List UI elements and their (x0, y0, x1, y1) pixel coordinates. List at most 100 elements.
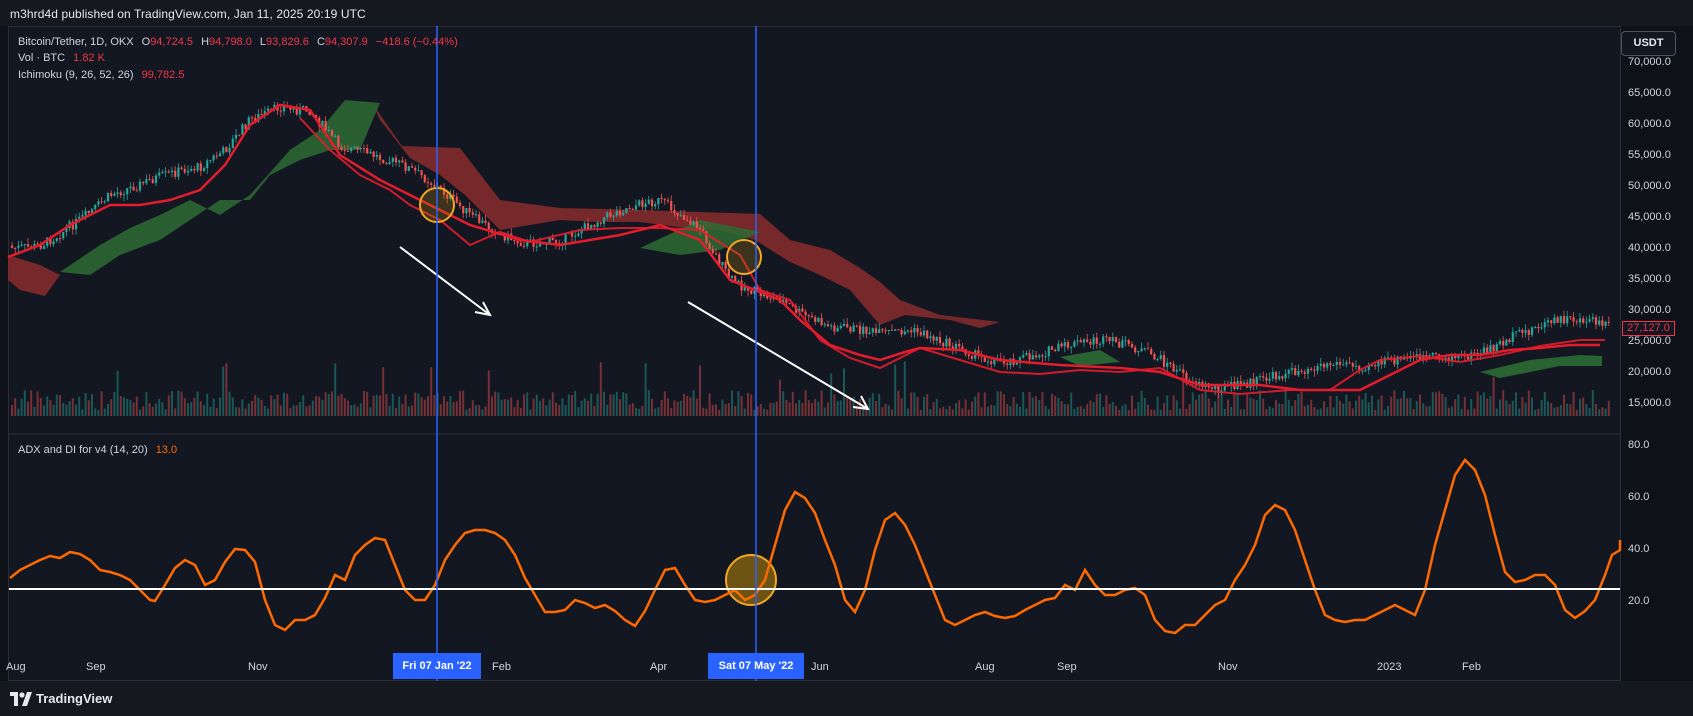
ichimoku-legend[interactable]: Ichimoku (9, 26, 52, 26) 99,782.5 (18, 69, 184, 81)
footer-bar: TradingView (0, 681, 1693, 716)
volume-bar (1281, 404, 1284, 416)
volume-bar (1220, 392, 1223, 416)
adx-value: 13.0 (155, 444, 178, 456)
candle-body (945, 338, 948, 347)
time-tick: Jun (811, 661, 829, 673)
candle-body (1073, 341, 1076, 347)
candle-body (1425, 354, 1428, 357)
candle-body (1508, 339, 1511, 343)
candle-body (1546, 320, 1550, 323)
volume-bar (718, 409, 721, 416)
volume-bar (884, 403, 887, 416)
candle-body (906, 330, 910, 332)
volume-bar (1131, 395, 1133, 416)
volume-bar (1086, 404, 1089, 416)
candle-body (65, 227, 68, 232)
volume-bar (46, 396, 49, 416)
candle-body (580, 229, 583, 234)
volume-bar (1092, 402, 1095, 416)
candle-body (830, 325, 833, 327)
candle-body (356, 146, 359, 150)
candle-body (1380, 360, 1383, 365)
volume-bar (1438, 391, 1441, 416)
tradingview-logo[interactable]: TradingView (10, 691, 112, 706)
candle-body (119, 192, 122, 196)
candle-body (641, 200, 644, 208)
volume-bar (1604, 408, 1607, 416)
price-tick: 35,000.0 (1628, 273, 1671, 285)
volume-bar (1057, 397, 1060, 416)
volume-bar (446, 401, 449, 416)
candle-body (1482, 347, 1486, 354)
candle-body (1050, 346, 1054, 350)
ichimoku-value: 99,782.5 (141, 69, 185, 81)
candle-body (337, 135, 340, 148)
candle-body (1015, 362, 1018, 365)
candle-body (1079, 340, 1082, 343)
volume-bar (340, 393, 343, 416)
candle-body (129, 186, 132, 189)
candle-body (519, 243, 522, 246)
candle-body (270, 108, 273, 110)
candle-body (228, 148, 231, 153)
candle-body (362, 148, 366, 150)
volume-bar (97, 409, 100, 416)
volume-bar (433, 394, 436, 416)
volume-bar (1271, 407, 1274, 416)
candle-body (948, 338, 951, 347)
volume-bar (1483, 392, 1485, 416)
candle-body (1006, 363, 1009, 365)
candle-body (836, 328, 839, 332)
volume-bar (222, 366, 225, 416)
candle-body (990, 361, 993, 365)
volume-bar (1563, 394, 1565, 416)
candle-body (846, 323, 849, 328)
symbol-legend[interactable]: Bitcoin/Tether, 1D, OKX O94,724.5 H94,79… (18, 36, 458, 48)
volume-bar (1515, 392, 1517, 416)
volume-legend[interactable]: Vol · BTC 1.82 K (18, 52, 105, 64)
candle-body (202, 168, 206, 171)
candle-body (1332, 365, 1335, 367)
candle-body (94, 204, 97, 210)
volume-bar (206, 393, 209, 416)
volume-bar (1579, 399, 1581, 416)
chart-frame[interactable] (8, 26, 1621, 681)
candle-body (250, 117, 254, 119)
volume-bar (1598, 409, 1601, 416)
volume-bar (971, 401, 973, 416)
volume-bar (1291, 405, 1293, 416)
candle-body (148, 179, 151, 181)
volume-bar (772, 403, 775, 416)
volume-bar (1307, 404, 1309, 416)
volume-bar (1505, 400, 1508, 416)
volume-bar (1431, 392, 1434, 416)
volume-bar (1361, 399, 1364, 416)
volume-bar (1294, 400, 1297, 416)
volume-bar (782, 391, 785, 416)
volume-bar (87, 400, 90, 416)
volume-bar (273, 399, 276, 416)
volume-bar (1076, 406, 1079, 416)
volume-bar (279, 405, 282, 416)
adx-legend[interactable]: ADX and DI for v4 (14, 20) 13.0 (18, 444, 177, 456)
volume-bar (1278, 403, 1281, 416)
volume-bar (379, 395, 381, 416)
volume-bar (283, 392, 285, 416)
volume-bar (139, 409, 141, 416)
volume-bar (881, 407, 884, 416)
currency-button[interactable]: USDT (1621, 31, 1676, 56)
candle-body (321, 120, 324, 127)
candle-body (1300, 370, 1303, 372)
candle-body (1095, 337, 1098, 344)
candle-body (42, 245, 46, 249)
candle-body (199, 163, 202, 171)
volume-bar (1102, 407, 1105, 416)
candle-body (1527, 330, 1530, 335)
volume-bars (11, 361, 1610, 416)
volume-bar (1047, 409, 1050, 416)
volume-bar (1499, 399, 1501, 416)
price-tick: 55,000.0 (1628, 149, 1671, 161)
candle-body (340, 147, 343, 150)
volume-bar (811, 403, 813, 416)
volume-bar (1207, 398, 1210, 416)
